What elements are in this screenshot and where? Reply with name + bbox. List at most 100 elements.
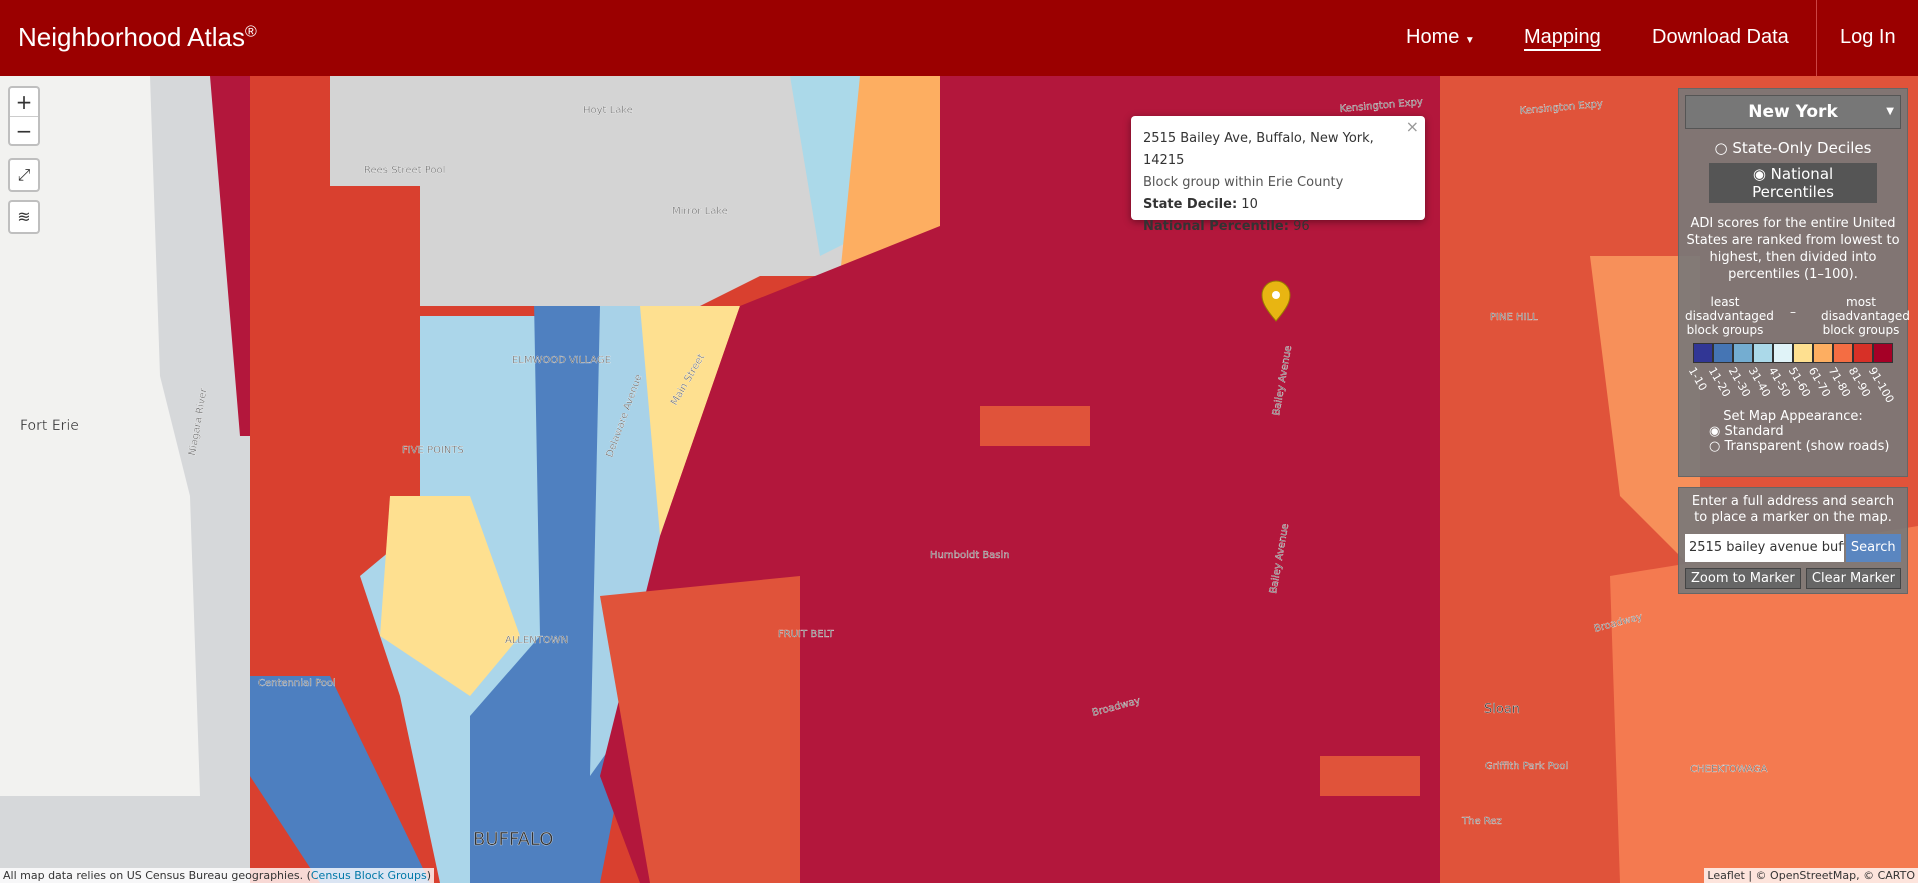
legend-swatch <box>1773 343 1793 363</box>
map-label: Humboldt Basin <box>930 550 1010 561</box>
popup: × 2515 Bailey Ave, Buffalo, New York, 14… <box>1131 116 1425 234</box>
settings-panel: New York ▼ ○ State-Only Deciles ◉ Nationa… <box>1678 88 1910 477</box>
map-label: BUFFALO <box>473 829 553 850</box>
legend-item: 1-10 <box>1686 343 1713 403</box>
nav-download[interactable]: Download Data <box>1652 26 1789 48</box>
appearance-standard[interactable]: ◉ Standard <box>1709 424 1784 439</box>
value: 10 <box>1241 197 1258 212</box>
legend-item: 61-70 <box>1806 343 1833 403</box>
value: 96 <box>1293 219 1310 234</box>
map-label: The Rez <box>1461 816 1502 827</box>
legend-item: 51-60 <box>1786 343 1813 403</box>
text: All map data relies on US Census Bureau … <box>3 869 311 882</box>
legend-swatch <box>1753 343 1773 363</box>
nav-home[interactable]: Home ▼ <box>1406 26 1475 49</box>
map[interactable]: Fort Erie ELMWOOD VILLAGE FIVE POINTS ALLEN… <box>0 76 1918 883</box>
fullscreen[interactable]: ⤢ <box>8 158 40 192</box>
label: National Percentile: <box>1143 219 1289 234</box>
legend-dash: – <box>1790 305 1796 319</box>
text: ) <box>426 869 431 882</box>
zone <box>1320 756 1420 796</box>
zone <box>250 676 430 883</box>
zone <box>380 496 520 696</box>
nav-login[interactable]: Log In <box>1840 26 1896 48</box>
option-national[interactable]: ◉ National Percentiles <box>1709 163 1877 203</box>
map-label: PINE HILL <box>1490 312 1538 323</box>
title-mark: ® <box>244 23 257 41</box>
legend-item: 81-90 <box>1846 343 1873 403</box>
address-input[interactable]: 2515 bailey avenue buffa <box>1685 534 1844 562</box>
state-decile: State Decile: 10 <box>1143 194 1413 216</box>
layers[interactable]: ≋ <box>8 200 40 234</box>
zone <box>640 306 740 536</box>
title-text: Neighborhood Atlas <box>18 22 245 52</box>
attribution-right: Leaflet | © OpenStreetMap, © CARTO <box>1704 868 1918 883</box>
legend-low: least disadvantaged block groups <box>1685 295 1774 337</box>
search-row: 2515 bailey avenue buffa Search <box>1685 534 1901 562</box>
legend-swatch <box>1853 343 1873 363</box>
state-name: New York <box>1748 102 1838 122</box>
divider <box>1816 0 1817 76</box>
river <box>0 76 250 883</box>
zone <box>600 576 800 883</box>
state-select[interactable]: New York ▼ <box>1685 95 1901 129</box>
map-label: FRUIT BELT <box>778 629 835 640</box>
marker-dot <box>1272 291 1280 299</box>
legend-item: 41-50 <box>1766 343 1793 403</box>
popup-subtitle: Block group within Erie County <box>1143 175 1344 190</box>
legend-item: 21-30 <box>1726 343 1753 403</box>
zone <box>980 406 1090 446</box>
legend-header: least disadvantaged block groups – most … <box>1685 295 1910 337</box>
map-label: Sloan <box>1484 702 1520 717</box>
option-text: National Percentiles <box>1752 165 1834 201</box>
instructions: Enter a full address and search to place… <box>1691 494 1895 525</box>
zone <box>170 76 270 436</box>
legend-swatch <box>1813 343 1833 363</box>
map-label: Rees Street Pool <box>364 165 445 176</box>
zone <box>1590 256 1700 576</box>
map-label: FIVE POINTS <box>402 445 464 456</box>
national-percentile: National Percentile: 96 <box>1143 216 1413 238</box>
nav-text: Home <box>1406 26 1460 48</box>
caret: ▼ <box>1886 106 1894 117</box>
zoom-control: + − <box>8 86 40 146</box>
map-label: ELMWOOD VILLAGE <box>512 355 611 366</box>
map-label: Griffith Park Pool <box>1485 761 1568 772</box>
zone <box>600 76 1440 883</box>
site-title[interactable]: Neighborhood Atlas® <box>18 22 257 53</box>
legend-swatch <box>1793 343 1813 363</box>
popup-address: 2515 Bailey Ave, Buffalo, New York, 1421… <box>1143 131 1374 168</box>
map-label: Fort Erie <box>20 418 79 434</box>
legend-swatch <box>1713 343 1733 363</box>
marker[interactable] <box>1261 280 1291 322</box>
map-label: Hoyt Lake <box>583 105 633 116</box>
zone <box>840 76 940 276</box>
clear-marker[interactable]: Clear Marker <box>1805 568 1901 589</box>
label: State Decile: <box>1143 197 1238 212</box>
search-panel: Enter a full address and search to place… <box>1678 487 1908 594</box>
search-button[interactable]: Search <box>1845 534 1901 562</box>
link[interactable]: Census Block Groups <box>310 869 427 882</box>
option-state[interactable]: ○ State-Only Deciles <box>1714 139 1872 157</box>
navbar: Neighborhood Atlas® Home ▼ Mapping Downl… <box>0 0 1918 76</box>
legend-high: most disadvantaged block groups <box>1821 295 1910 337</box>
zone <box>1610 526 1918 883</box>
zone <box>330 76 860 306</box>
legend-swatch <box>1693 343 1713 363</box>
appearance-transparent[interactable]: ○ Transparent (show roads) <box>1709 439 1890 454</box>
map-label: ALLENTOWN <box>505 635 568 646</box>
popup-close[interactable]: × <box>1405 117 1419 136</box>
legend-item: 91-100 <box>1866 343 1896 405</box>
legend-swatch <box>1873 343 1893 363</box>
zoom-marker[interactable]: Zoom to Marker <box>1685 568 1801 589</box>
description: ADI scores for the entire United States … <box>1686 216 1900 282</box>
nav-mapping[interactable]: Mapping <box>1524 26 1601 48</box>
map-label: Centennial Pool <box>258 678 336 689</box>
map-label: CHEEKTOWAGA <box>1690 764 1768 775</box>
zoom-out[interactable]: − <box>10 116 38 145</box>
zoom-in[interactable]: + <box>15 90 33 114</box>
caret: ▼ <box>1464 35 1475 46</box>
legend-swatch <box>1733 343 1753 363</box>
legend-label: 1-10 <box>1685 365 1710 394</box>
